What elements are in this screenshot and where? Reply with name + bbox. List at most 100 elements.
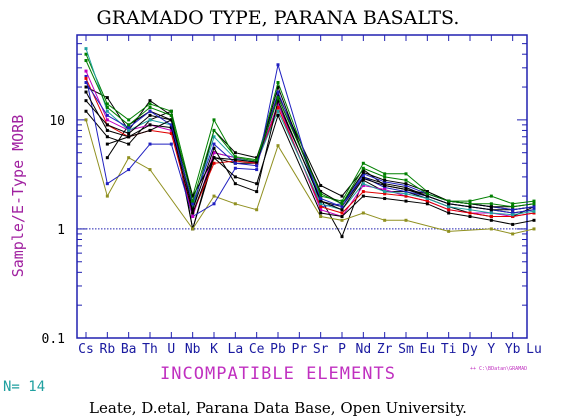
data-point <box>191 227 195 231</box>
data-point <box>489 215 493 219</box>
data-point <box>468 205 472 209</box>
series-13 <box>105 96 536 209</box>
data-point <box>361 184 365 188</box>
data-point <box>84 90 88 94</box>
data-point <box>148 168 152 172</box>
data-point <box>340 218 344 222</box>
data-point <box>383 175 387 179</box>
data-point <box>511 211 515 215</box>
x-tick-label: Pr <box>292 342 308 357</box>
data-point <box>383 192 387 196</box>
x-tick-label: La <box>228 342 244 357</box>
data-point <box>191 199 195 203</box>
data-point <box>532 209 536 213</box>
x-tick-label: Lu <box>526 342 542 357</box>
sample-count-value: 14 <box>28 379 45 395</box>
data-point <box>404 218 408 222</box>
data-point <box>191 208 195 212</box>
data-point <box>489 211 493 215</box>
data-point <box>468 199 472 203</box>
x-tick-label: U <box>167 342 175 357</box>
data-point <box>340 205 344 209</box>
data-point <box>511 208 515 212</box>
data-point <box>532 208 536 212</box>
data-point <box>169 109 173 113</box>
data-point <box>404 172 408 176</box>
data-point <box>447 205 451 209</box>
x-tick-label: Eu <box>420 342 436 357</box>
series-14 <box>84 59 536 209</box>
data-point <box>127 156 131 160</box>
x-tick-labels: Cs Rb Ba Th U Nb K La Ce Pb Pr Sr P Nd Zr Sm Eu Ti Dy Y Yb Lu <box>78 342 542 357</box>
data-point <box>319 194 323 198</box>
data-point <box>276 105 280 109</box>
data-point <box>361 211 365 215</box>
data-point <box>105 113 109 117</box>
data-point <box>489 208 493 212</box>
data-point <box>191 215 195 219</box>
data-point <box>489 194 493 198</box>
data-point <box>255 160 259 164</box>
data-point <box>148 105 152 109</box>
data-point <box>212 118 216 122</box>
data-point <box>212 202 216 206</box>
data-point <box>255 208 259 212</box>
series-line <box>85 99 535 212</box>
data-point <box>169 118 173 122</box>
data-point <box>148 123 152 127</box>
data-point <box>425 197 429 201</box>
x-tick-label: Zr <box>377 342 393 357</box>
data-point <box>276 85 280 89</box>
x-tick-label: Rb <box>100 342 116 357</box>
data-point <box>425 190 429 194</box>
data-point <box>447 208 451 212</box>
data-point <box>361 182 365 186</box>
y-axis-label: Sample/E-Type MORB <box>9 115 27 278</box>
data-point <box>84 81 88 85</box>
data-point <box>191 194 195 198</box>
data-point <box>340 208 344 212</box>
x-tick-label: Ti <box>441 342 457 357</box>
data-point <box>383 190 387 194</box>
data-point <box>148 109 152 113</box>
data-point <box>425 199 429 203</box>
x-tick-label: Sr <box>313 342 329 357</box>
data-point <box>255 168 259 172</box>
series-6 <box>84 63 536 219</box>
data-credit: Leate, D.etal, Parana Data Base, Open Un… <box>89 399 467 417</box>
x-tick-label: Ba <box>121 342 137 357</box>
data-point <box>340 202 344 206</box>
data-point <box>404 199 408 203</box>
data-point <box>276 99 280 103</box>
data-point <box>255 164 259 168</box>
data-point <box>255 156 259 160</box>
y-tick-label: 10 <box>49 114 65 129</box>
data-point <box>169 131 173 135</box>
data-point <box>404 190 408 194</box>
data-point <box>255 190 259 194</box>
data-point <box>84 76 88 80</box>
data-point <box>361 175 365 179</box>
data-point <box>127 118 131 122</box>
data-point <box>532 218 536 222</box>
data-point <box>148 142 152 146</box>
data-point <box>404 194 408 198</box>
data-point <box>148 113 152 117</box>
data-point <box>511 213 515 217</box>
data-point <box>105 102 109 106</box>
data-point <box>489 227 493 231</box>
data-point <box>319 184 323 188</box>
data-point <box>532 202 536 206</box>
data-point <box>276 81 280 85</box>
data-point <box>169 123 173 127</box>
data-point <box>233 166 237 170</box>
data-point <box>191 202 195 206</box>
sample-count: N= 14 <box>3 379 45 395</box>
data-point <box>127 126 131 130</box>
data-point <box>127 142 131 146</box>
data-point <box>489 205 493 209</box>
data-point <box>361 161 365 165</box>
data-point <box>233 155 237 159</box>
data-point <box>212 156 216 160</box>
